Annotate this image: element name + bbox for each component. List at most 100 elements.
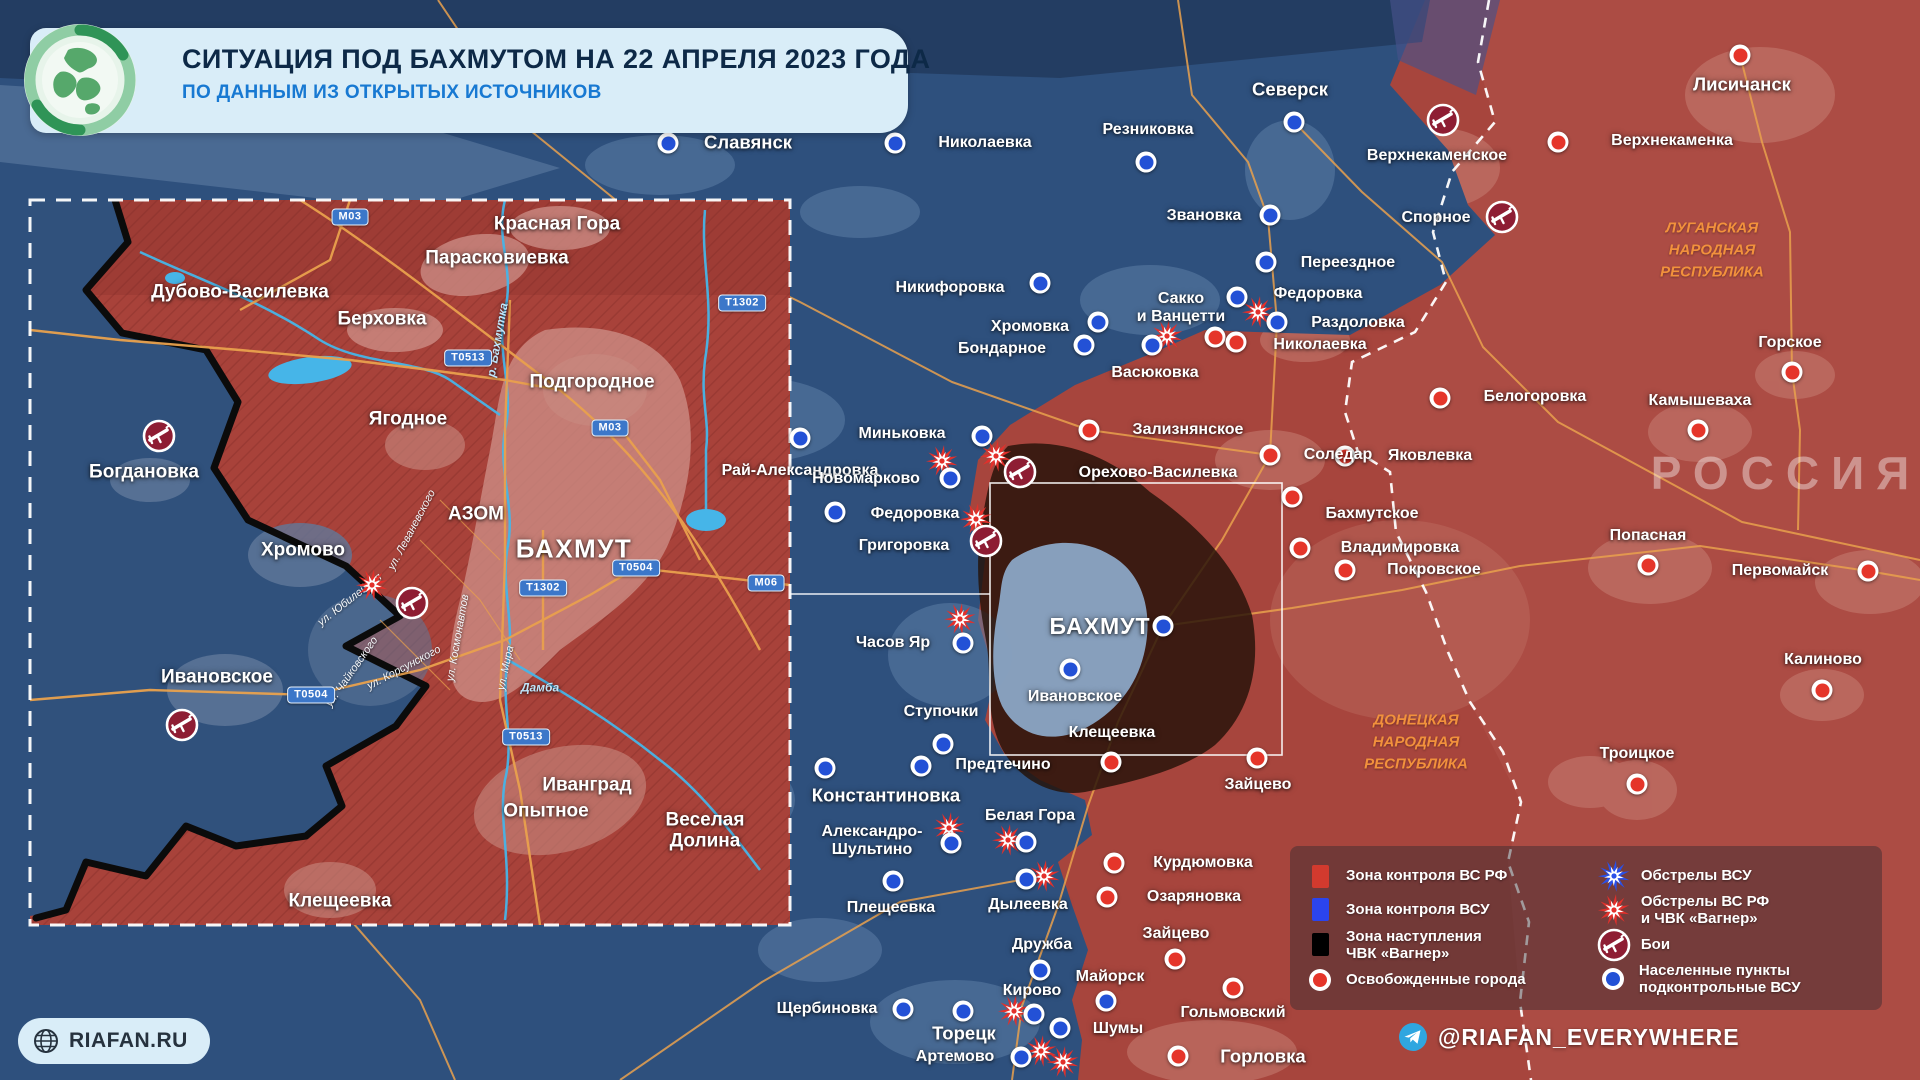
legend-item-label: Бои (1640, 935, 1671, 953)
settlement-label: Григоровка (858, 537, 950, 555)
settlement-label: Константиновка (811, 784, 961, 806)
settlement-label: Кирово (1002, 982, 1062, 1000)
settlement-label: Клещеевка (1068, 724, 1156, 742)
ua-settlement-dot (952, 1000, 974, 1022)
ua-settlement-dot (1029, 272, 1051, 294)
legend-swatch-red-icon (1311, 864, 1329, 888)
liberated-city-dot (1246, 747, 1268, 769)
inset-settlement-label: АЗОМ (448, 503, 504, 525)
ua-settlement-dot (1029, 959, 1051, 981)
legend-icon-box (1304, 860, 1336, 892)
settlement-label: Славянск (703, 131, 793, 153)
inset-settlement-label: Богдановка (89, 461, 199, 483)
liberated-city-dot (1334, 445, 1356, 467)
settlement-label: Владимировка (1340, 539, 1460, 557)
ua-settlement-dot (1010, 1046, 1032, 1068)
settlement-label: Раздоловка (1311, 314, 1405, 332)
ua-settlement-dot (657, 132, 679, 154)
inset-settlement-label: Веселая Долина (665, 809, 745, 852)
title-banner: СИТУАЦИЯ ПОД БАХМУТОМ НА 22 АПРЕЛЯ 2023 … (24, 24, 930, 136)
settlement-label: Предтечино (955, 756, 1051, 774)
shelling-icon (979, 439, 1013, 473)
ua-settlement-dot (940, 832, 962, 854)
telegram-name: @RIAFAN_EVERYWHERE (1438, 1023, 1740, 1050)
inset-settlement-label: Красная Гора (493, 213, 621, 235)
battle-icon (969, 524, 1003, 558)
liberated-city-dot (1547, 131, 1569, 153)
ua-settlement-dot (824, 501, 846, 523)
legend-panel: Зона контроля ВС РФ Зона контроля ВСУ Зона… (1290, 846, 1882, 1010)
settlement-label: Горловка (1220, 1045, 1306, 1067)
settlement-label: Николаевка (938, 134, 1032, 152)
liberated-city-dot (1100, 751, 1122, 773)
inset-settlement-label: Опытное (503, 800, 589, 822)
legend-icon-box (1304, 929, 1336, 961)
settlement-label: Бахмутское (1325, 505, 1419, 523)
legend-icon-box (1304, 894, 1336, 926)
shelling-icon (1027, 859, 1061, 893)
settlement-label: Соледар (1303, 446, 1373, 464)
liberated-city-dot (1637, 554, 1659, 576)
settlement-label: Звановка (1166, 207, 1242, 225)
settlement-label: Федоровка (1273, 285, 1363, 303)
ua-settlement-dot (952, 632, 974, 654)
settlement-label: Верхнекаменка (1611, 132, 1733, 150)
settlement-label: Торецк (932, 1022, 996, 1044)
water-label: Дамба (520, 680, 560, 695)
settlement-label: Белая Гора (985, 807, 1075, 825)
settlement-label: Верхнекаменское (1366, 147, 1508, 165)
ua-settlement-dot (1135, 151, 1157, 173)
settlement-label: Никифоровка (895, 279, 1005, 297)
liberated-city-dot (1204, 326, 1226, 348)
site-badge: RIAFAN.RU (18, 1018, 210, 1064)
liberated-city-dot (1164, 948, 1186, 970)
ua-settlement-dot (882, 870, 904, 892)
legend-item: Освобожденные города (1304, 964, 1587, 996)
legend-battle-icon (1597, 928, 1631, 962)
shelling-icon (1024, 1034, 1058, 1068)
legend-icon-box (1304, 964, 1336, 996)
legend-item-label: Зона контроля ВС РФ (1346, 867, 1508, 885)
inset-settlement-label: Берховка (337, 308, 427, 330)
inset-source-box (989, 482, 1283, 756)
liberated-city-dot (1626, 773, 1648, 795)
settlement-label: Переездное (1300, 254, 1396, 272)
road-badge: Т0513 (502, 728, 550, 746)
settlement-label: Щербиновка (776, 1000, 878, 1018)
settlement-label: Ивановское (1027, 688, 1123, 706)
liberated-city-dot (1811, 679, 1833, 701)
legend-shelling-ua-icon (1597, 859, 1631, 893)
settlement-label: БАХМУТ (1049, 613, 1151, 640)
settlement-label: Рай-Александровка (721, 462, 879, 480)
ua-settlement-dot (1073, 334, 1095, 356)
inset-settlement-label: Ягодное (368, 408, 448, 430)
road-badge: Т0504 (287, 686, 335, 704)
legend-item-label: Зона контроля ВСУ (1346, 901, 1490, 919)
ua-settlement-dot (1049, 1017, 1071, 1039)
legend-swatch-blue-icon (1311, 898, 1329, 922)
battle-icon (1485, 200, 1519, 234)
road-badge: М06 (747, 574, 785, 592)
settlement-label: Плещеевка (846, 899, 936, 917)
ua-settlement-dot (1226, 286, 1248, 308)
ua-settlement-dot (1095, 990, 1117, 1012)
road-badge: Т1302 (519, 579, 567, 597)
settlement-label: Лисичанск (1693, 73, 1791, 95)
liberated-city-dot (1096, 886, 1118, 908)
settlement-label: Зайцево (1224, 776, 1292, 794)
ua-settlement-dot (939, 467, 961, 489)
settlement-label: Троицкое (1599, 745, 1675, 763)
liberated-city-dot (1781, 361, 1803, 383)
ua-settlement-dot (1152, 615, 1174, 637)
ua-settlement-dot (1283, 111, 1305, 133)
ua-settlement-dot (1023, 1003, 1045, 1025)
legend-item-label: Обстрелы ВСУ (1640, 867, 1752, 885)
inset-settlement-label: Дубово-Василевка (151, 281, 329, 303)
ua-settlement-dot (1266, 311, 1288, 333)
settlement-label: Дылеевка (988, 896, 1068, 914)
ua-settlement-dot (1087, 311, 1109, 333)
settlement-label: Камышеваха (1648, 392, 1752, 410)
legend-item: Обстрелы ВС РФ и ЧВК «Вагнер» (1597, 893, 1868, 928)
settlement-label: Хромовка (990, 318, 1070, 336)
